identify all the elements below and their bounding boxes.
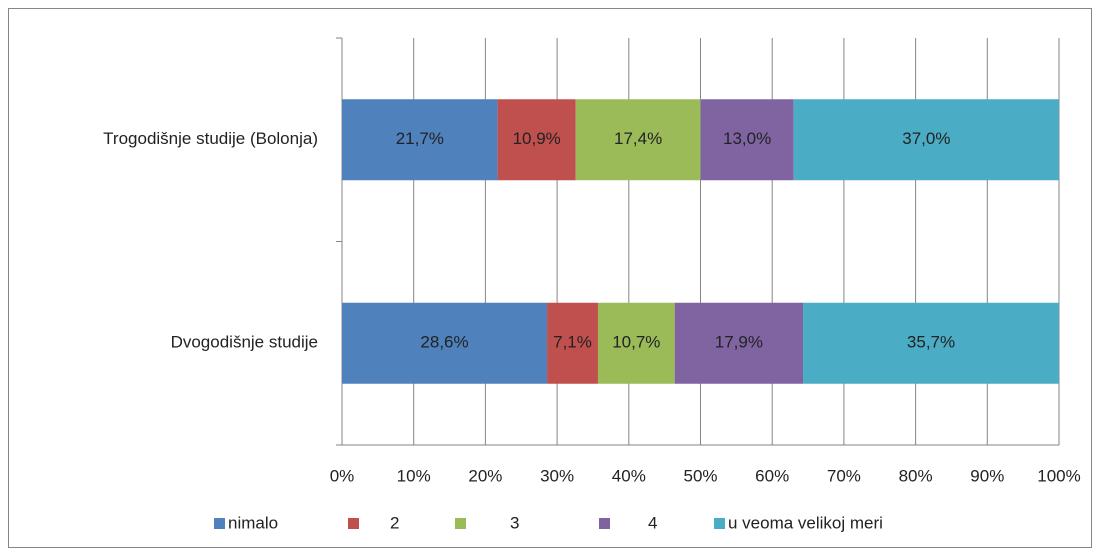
data-label: 10,9% xyxy=(513,129,561,148)
x-tick-label: 0% xyxy=(330,466,355,485)
legend-swatch xyxy=(714,518,725,529)
legend-swatch xyxy=(599,518,610,529)
legend-label: 4 xyxy=(648,513,657,532)
legend-swatch xyxy=(214,518,225,529)
x-tick-label: 50% xyxy=(683,466,717,485)
x-tick-label: 10% xyxy=(397,466,431,485)
legend-label: 2 xyxy=(390,513,399,532)
bar-segment xyxy=(342,99,498,181)
x-tick-label: 70% xyxy=(827,466,861,485)
data-label: 21,7% xyxy=(396,129,444,148)
bar-segment xyxy=(547,302,598,384)
data-label: 13,0% xyxy=(723,129,771,148)
x-tick-label: 20% xyxy=(468,466,502,485)
y-tick-label: Dvogodišnje studije xyxy=(171,333,318,352)
legend-swatch xyxy=(348,518,359,529)
legend-label: 3 xyxy=(510,513,519,532)
data-label: 17,4% xyxy=(614,129,662,148)
bar-segment xyxy=(342,302,548,384)
bar-segment xyxy=(803,302,1059,384)
y-tick-label: Trogodišnje studije (Bolonja) xyxy=(103,129,318,148)
data-label: 28,6% xyxy=(420,333,468,352)
legend-swatch xyxy=(455,518,466,529)
bar-segment xyxy=(674,302,804,384)
bar-segment xyxy=(700,99,794,181)
data-label: 10,7% xyxy=(612,333,660,352)
bar-segment xyxy=(793,99,1059,181)
x-tick-label: 30% xyxy=(540,466,574,485)
bar-segment xyxy=(575,99,701,181)
x-tick-label: 80% xyxy=(899,466,933,485)
bar-segment xyxy=(597,302,675,384)
x-tick-label: 100% xyxy=(1037,466,1080,485)
data-label: 35,7% xyxy=(907,333,955,352)
legend-label: nimalo xyxy=(228,513,278,532)
x-tick-label: 90% xyxy=(970,466,1004,485)
data-label: 7,1% xyxy=(553,333,592,352)
data-label: 17,9% xyxy=(715,333,763,352)
chart-border xyxy=(8,8,1092,548)
x-tick-label: 40% xyxy=(612,466,646,485)
x-tick-label: 60% xyxy=(755,466,789,485)
legend-label: u veoma velikoj meri xyxy=(728,513,883,532)
data-label: 37,0% xyxy=(902,129,950,148)
bar-segment xyxy=(497,99,576,181)
